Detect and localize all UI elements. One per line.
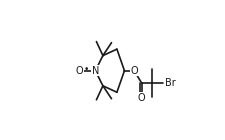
Text: O: O — [75, 66, 83, 76]
Text: O: O — [137, 93, 145, 103]
Text: N: N — [91, 66, 99, 76]
Text: •: • — [83, 65, 88, 74]
Text: O: O — [130, 66, 137, 76]
Text: Br: Br — [164, 78, 175, 88]
